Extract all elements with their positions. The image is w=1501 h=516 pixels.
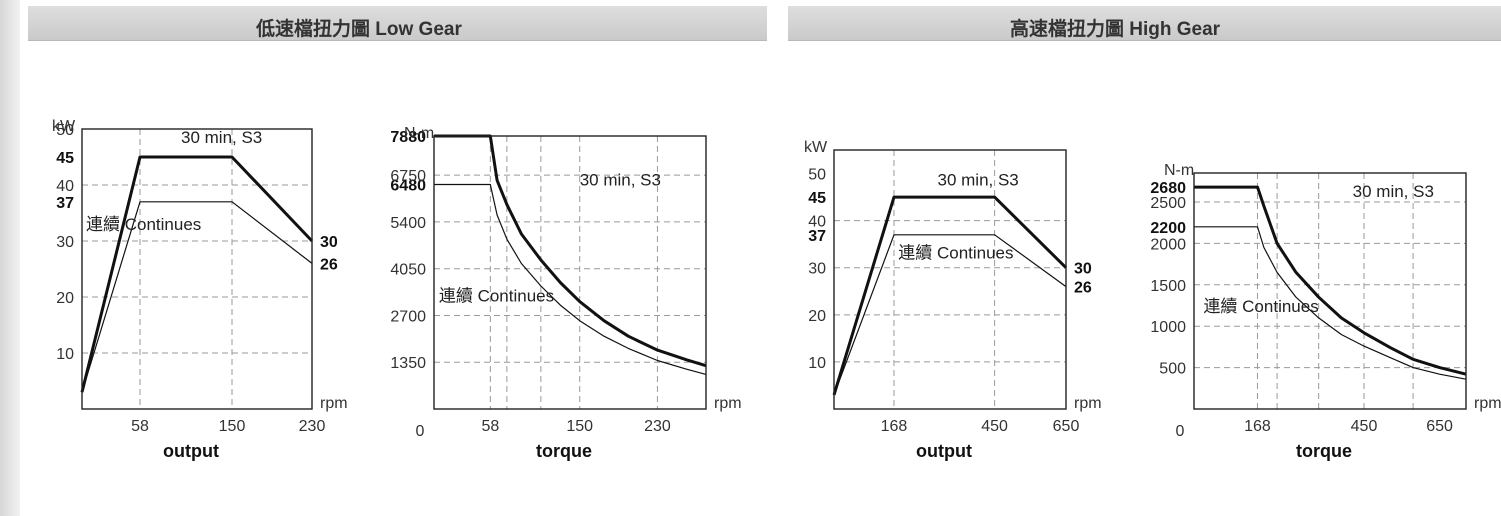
- plot-frame: [833, 149, 1067, 410]
- x-tick-label: 58: [131, 418, 149, 435]
- end-value-label: 26: [320, 256, 338, 273]
- series-annotation: 30 min, S3: [181, 128, 262, 147]
- end-value-label: 30: [1074, 261, 1092, 278]
- x-unit-label: rpm: [714, 395, 742, 412]
- x-tick-label: 150: [566, 418, 593, 435]
- series-annotation: 連續 Continues: [439, 287, 554, 306]
- y-tick-label: 2700: [390, 308, 426, 325]
- x-tick-label: 230: [299, 418, 326, 435]
- y-tick-label: 50: [56, 122, 74, 139]
- series-line-s3: [832, 195, 1068, 396]
- y-tick-label: 40: [808, 214, 826, 231]
- y-tick-label: 6750: [390, 168, 426, 185]
- low-gear-banner: 低速檔扭力圖 Low Gear: [28, 6, 767, 41]
- y-unit-label: kW: [804, 139, 828, 156]
- high-gear-banner: 高速檔扭力圖 High Gear: [788, 6, 1501, 41]
- x-axis-title: torque: [1296, 441, 1352, 461]
- plot-frame: [1193, 172, 1467, 410]
- low-gear-title: 低速檔扭力圖 Low Gear: [256, 19, 462, 40]
- x-tick-label: 650: [1053, 418, 1080, 435]
- y-tick-label: 10: [808, 355, 826, 372]
- y-tick-label: 37: [56, 195, 74, 212]
- y-tick-label: 7880: [390, 129, 426, 146]
- series-line-continuous: [434, 183, 707, 375]
- y-tick-label: 1000: [1150, 319, 1186, 336]
- y-tick-label: 30: [56, 234, 74, 251]
- y-tick-label: 2680: [1150, 180, 1186, 197]
- x-tick-label: 450: [981, 418, 1008, 435]
- series-annotation: 連續 Continues: [86, 215, 201, 234]
- y-tick-label: 1350: [390, 355, 426, 372]
- high-gear-title: 高速檔扭力圖 High Gear: [1010, 19, 1221, 40]
- y-tick-label: 50: [808, 167, 826, 184]
- x-tick-label: 58: [481, 418, 499, 435]
- x-tick-label: 168: [1244, 418, 1271, 435]
- y-tick-label: 2200: [1150, 220, 1186, 237]
- y-tick-label: 4050: [390, 262, 426, 279]
- y-tick-label: 500: [1159, 361, 1186, 378]
- x-tick-label: 150: [219, 418, 246, 435]
- y-tick-label: 1500: [1150, 278, 1186, 295]
- page-edge-strip: [0, 0, 20, 516]
- x-unit-label: rpm: [320, 395, 348, 412]
- x-tick-label: 168: [881, 418, 908, 435]
- x-origin-label: 0: [1176, 423, 1185, 440]
- y-tick-label: 40: [56, 178, 74, 195]
- series-line-s3: [80, 155, 314, 393]
- y-unit-label: N-m: [1164, 162, 1194, 179]
- series-annotation: 連續 Continues: [898, 243, 1013, 262]
- series-line-s3: [1194, 185, 1467, 376]
- y-tick-label: 2000: [1150, 236, 1186, 253]
- y-tick-label: 20: [808, 308, 826, 325]
- x-origin-label: 0: [416, 423, 425, 440]
- y-unit-label: kW: [52, 118, 76, 135]
- series-line-continuous: [1194, 226, 1467, 380]
- end-value-label: 30: [320, 234, 338, 251]
- x-axis-title: output: [163, 441, 219, 461]
- x-unit-label: rpm: [1474, 395, 1501, 412]
- x-unit-label: rpm: [1074, 395, 1102, 412]
- series-annotation: 30 min, S3: [580, 171, 661, 190]
- x-axis-title: output: [916, 441, 972, 461]
- y-tick-label: 45: [56, 150, 74, 167]
- y-tick-label: 2500: [1150, 195, 1186, 212]
- series-annotation: 30 min, S3: [938, 170, 1019, 189]
- series-annotation: 連續 Continues: [1203, 297, 1318, 316]
- x-tick-label: 650: [1426, 418, 1453, 435]
- y-tick-label: 20: [56, 290, 74, 307]
- x-axis-title: torque: [536, 441, 592, 461]
- y-tick-label: 10: [56, 346, 74, 363]
- series-line-continuous: [81, 201, 313, 393]
- y-tick-label: 5400: [390, 215, 426, 232]
- y-tick-label: 6480: [390, 178, 426, 195]
- plot-frame: [433, 135, 707, 410]
- y-tick-label: 45: [808, 190, 826, 207]
- x-tick-label: 230: [644, 418, 671, 435]
- y-tick-label: 37: [808, 228, 826, 245]
- series-line-s3: [434, 134, 707, 368]
- y-tick-label: 30: [808, 261, 826, 278]
- series-line-continuous: [833, 234, 1067, 396]
- plot-frame: [81, 128, 313, 410]
- end-value-label: 26: [1074, 280, 1092, 297]
- x-tick-label: 450: [1351, 418, 1378, 435]
- series-annotation: 30 min, S3: [1353, 182, 1434, 201]
- y-unit-label: N-m: [404, 125, 434, 142]
